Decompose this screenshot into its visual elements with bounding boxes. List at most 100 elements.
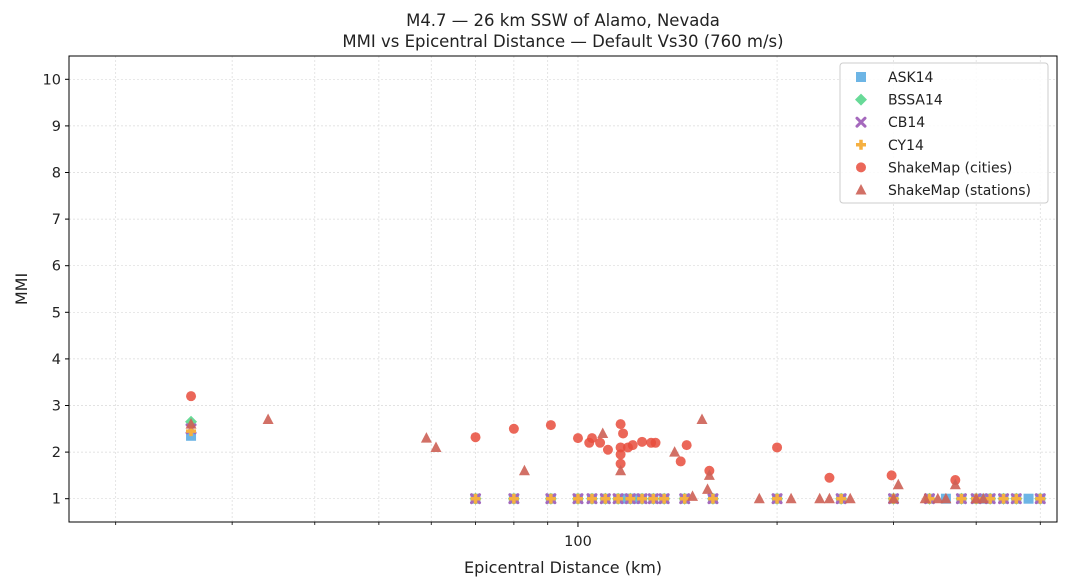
y-tick-label: 5 xyxy=(52,305,61,321)
shakemap-cities-point xyxy=(824,472,835,483)
shakemap-stations-point xyxy=(753,492,765,504)
data-points xyxy=(185,391,1047,505)
y-tick-label: 2 xyxy=(52,445,61,461)
cy14-point xyxy=(600,493,611,504)
y-tick-label: 3 xyxy=(52,399,61,415)
shakemap-stations-point xyxy=(702,483,714,494)
shakemap-cities-point xyxy=(586,433,597,444)
cy14-point xyxy=(470,493,481,504)
shakemap-cities-point xyxy=(602,444,613,455)
legend: ASK14 BSSA14 CB14 CY14 ShakeMap (cities) Shak… xyxy=(839,62,1049,204)
cy14-point xyxy=(572,493,583,504)
cy14-point xyxy=(659,493,670,504)
cy14-point xyxy=(956,493,967,504)
shakemap-cities-point xyxy=(650,437,661,448)
legend-marker-shakemap-cities xyxy=(856,162,866,173)
cy14-point xyxy=(1035,493,1046,504)
shakemap-stations-point xyxy=(785,492,797,504)
x-tick-label: 100 xyxy=(564,534,592,550)
shakemap-cities-point xyxy=(470,432,481,443)
cy14-point xyxy=(998,493,1009,504)
legend-label-shakemap-cities: ShakeMap (cities) xyxy=(888,160,1012,176)
cy14-point xyxy=(625,493,636,504)
shakemap-stations-point xyxy=(940,492,952,504)
grid-lines xyxy=(69,56,1057,522)
shakemap-stations-point xyxy=(919,492,931,504)
cy14-point xyxy=(637,493,648,504)
y-axis-label: MMI xyxy=(12,273,31,305)
cy14-point xyxy=(545,493,556,504)
axis-ticks: 1 2 3 4 5 6 7 8 9 10 100 xyxy=(43,72,1041,550)
y-tick-label: 6 xyxy=(52,259,61,275)
cy14-point xyxy=(1011,493,1022,504)
legend-marker-bssa14 xyxy=(855,93,867,106)
y-tick-label: 8 xyxy=(52,166,61,182)
y-tick-label: 9 xyxy=(52,119,61,135)
shakemap-stations-point xyxy=(669,446,681,457)
legend-label-shakemap-stations: ShakeMap (stations) xyxy=(888,183,1031,199)
cy14-point xyxy=(586,493,597,504)
legend-marker-cb14 xyxy=(855,116,867,128)
shakemap-cities-point xyxy=(615,442,626,453)
shakemap-stations-point xyxy=(703,469,715,480)
shakemap-stations-point xyxy=(420,432,432,443)
legend-label-ask14: ASK14 xyxy=(888,70,934,86)
ask14-point xyxy=(1023,493,1034,504)
y-tick-label: 4 xyxy=(52,352,61,368)
y-tick-label: 10 xyxy=(43,72,61,88)
shakemap-cities-point xyxy=(772,442,783,453)
shakemap-stations-point xyxy=(949,478,961,490)
x-axis-label: Epicentral Distance (km) xyxy=(464,558,662,577)
y-tick-label: 7 xyxy=(52,212,61,228)
legend-marker-ask14 xyxy=(856,72,866,82)
shakemap-stations-point xyxy=(932,492,944,504)
shakemap-cities-point xyxy=(637,436,648,447)
shakemap-stations-point xyxy=(892,478,904,490)
shakemap-stations-point xyxy=(970,492,982,504)
shakemap-stations-point xyxy=(597,427,609,438)
shakemap-cities-point xyxy=(545,420,556,431)
shakemap-cities-point xyxy=(572,433,583,444)
cy14-point xyxy=(985,493,996,504)
shakemap-stations-point xyxy=(696,413,708,424)
chart-subtitle: MMI vs Epicentral Distance — Default Vs3… xyxy=(342,32,783,51)
shakemap-stations-point xyxy=(687,490,699,501)
cy14-point xyxy=(648,493,659,504)
cy14-point xyxy=(836,493,847,504)
shakemap-cities-point xyxy=(618,428,629,439)
legend-label-cb14: CB14 xyxy=(888,115,925,131)
cy14-point xyxy=(707,493,718,504)
shakemap-cities-point xyxy=(615,419,626,430)
chart-title: M4.7 — 26 km SSW of Alamo, Nevada xyxy=(406,11,720,30)
shakemap-cities-point xyxy=(615,449,626,460)
cy14-point xyxy=(679,493,690,504)
shakemap-cities-point xyxy=(675,456,686,467)
shakemap-cities-point xyxy=(595,437,606,448)
shakemap-cities-point xyxy=(508,423,519,434)
shakemap-stations-point xyxy=(430,441,442,452)
legend-label-bssa14: BSSA14 xyxy=(888,93,943,109)
shakemap-cities-point xyxy=(627,440,638,451)
shakemap-stations-point xyxy=(844,492,856,504)
legend-box xyxy=(839,62,1049,204)
shakemap-stations-point xyxy=(977,492,989,504)
shakemap-stations-point xyxy=(185,418,197,429)
shakemap-stations-point xyxy=(823,492,835,504)
cy14-point xyxy=(772,493,783,504)
legend-marker-shakemap-stations xyxy=(855,184,867,195)
legend-marker-cy14 xyxy=(856,139,866,150)
shakemap-cities-point xyxy=(681,440,692,451)
legend-label-cy14: CY14 xyxy=(888,138,924,154)
y-tick-label: 1 xyxy=(52,492,61,508)
shakemap-stations-point xyxy=(888,492,900,504)
shakemap-stations-point xyxy=(814,492,826,504)
plot-area xyxy=(68,55,1058,523)
cy14-point xyxy=(508,493,519,504)
shakemap-cities-point xyxy=(886,470,897,481)
shakemap-stations-point xyxy=(518,464,530,476)
cy14-point xyxy=(613,493,624,504)
shakemap-cities-point xyxy=(615,458,626,469)
shakemap-stations-point xyxy=(262,413,274,424)
shakemap-cities-point xyxy=(186,391,197,402)
